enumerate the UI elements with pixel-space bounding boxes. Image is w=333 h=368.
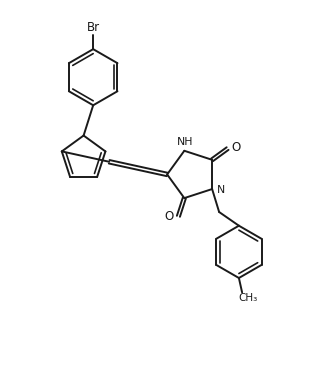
Text: Br: Br [87,21,100,34]
Text: O: O [165,210,174,223]
Text: O: O [231,141,241,155]
Text: NH: NH [177,137,193,147]
Text: N: N [217,185,225,195]
Text: CH₃: CH₃ [238,293,257,303]
